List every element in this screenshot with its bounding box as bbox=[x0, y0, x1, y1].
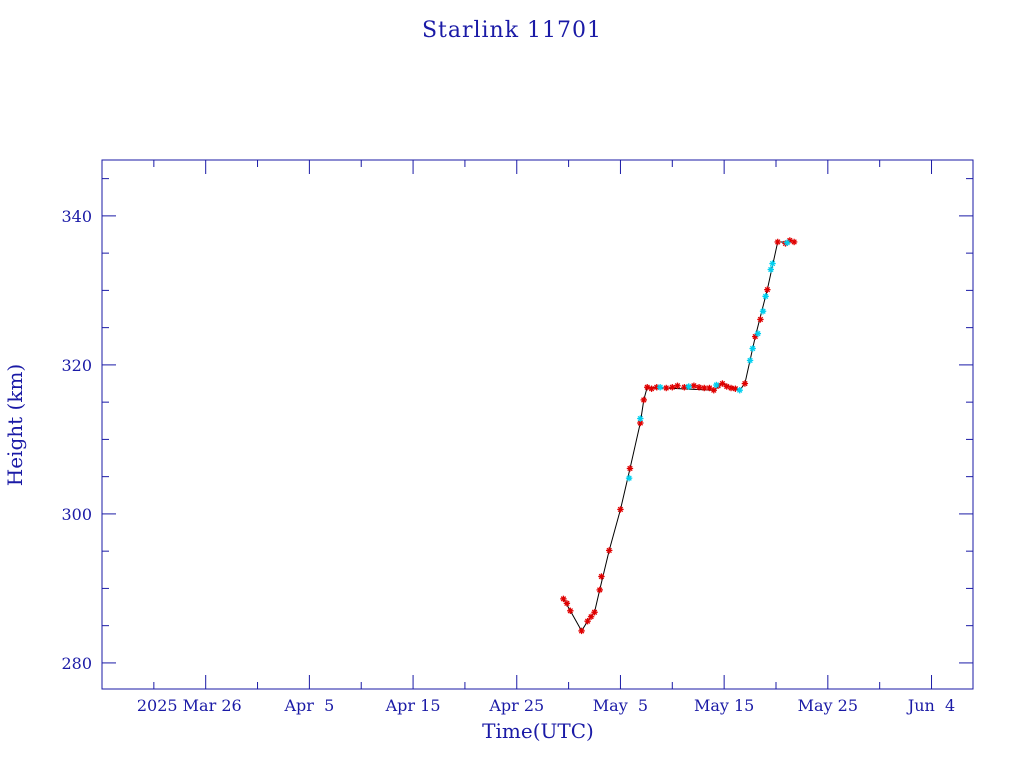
cyan-data-point bbox=[769, 260, 776, 267]
chart-title: Starlink 11701 bbox=[422, 18, 602, 43]
red-data-point bbox=[674, 382, 681, 389]
red-data-point bbox=[626, 465, 634, 472]
red-data-point bbox=[790, 238, 798, 246]
red-data-point bbox=[584, 617, 591, 625]
red-data-point bbox=[690, 382, 698, 389]
y-tick-label: 300 bbox=[61, 505, 92, 524]
red-data-point bbox=[774, 238, 781, 246]
red-data-point bbox=[764, 286, 771, 293]
cyan-data-point bbox=[713, 381, 720, 389]
plot-area bbox=[560, 237, 798, 635]
cyan-data-point bbox=[657, 384, 664, 391]
x-tick-label: Apr 15 bbox=[385, 696, 441, 715]
y-tick-label: 280 bbox=[61, 654, 92, 673]
x-axis-label: Time(UTC) bbox=[482, 719, 594, 743]
red-data-point bbox=[606, 547, 613, 554]
red-data-point bbox=[695, 384, 703, 391]
x-tick-label: May 25 bbox=[798, 696, 858, 715]
red-data-point bbox=[617, 506, 624, 513]
cyan-data-point bbox=[749, 345, 756, 352]
red-data-point bbox=[591, 609, 598, 616]
plot-frame bbox=[101, 159, 974, 690]
cyan-data-point bbox=[625, 474, 633, 482]
red-data-point bbox=[669, 384, 676, 391]
height-trace-line bbox=[562, 241, 795, 632]
cyan-data-point bbox=[637, 415, 644, 422]
cyan-data-point bbox=[762, 293, 769, 300]
y-axis-label: Height (km) bbox=[3, 364, 27, 486]
cyan-data-point bbox=[685, 383, 692, 390]
red-data-point bbox=[563, 600, 571, 607]
axis-ticks: 280 300 320 340 2025 Mar 26 Apr 5 Apr 15 Apr 25… bbox=[61, 160, 973, 715]
cyan-data-point bbox=[784, 239, 791, 246]
red-data-point bbox=[757, 316, 764, 323]
y-tick-label: 340 bbox=[61, 207, 92, 226]
x-tick-label: May 15 bbox=[694, 696, 754, 715]
red-data-point bbox=[567, 607, 574, 614]
red-data-point bbox=[587, 613, 595, 620]
red-data-point bbox=[596, 586, 603, 594]
red-data-point bbox=[663, 384, 670, 392]
red-data-point bbox=[560, 595, 567, 603]
y-tick-label: 320 bbox=[61, 356, 92, 375]
red-data-point bbox=[681, 384, 688, 391]
x-tick-label: Jun 4 bbox=[906, 696, 955, 715]
red-data-point bbox=[741, 380, 749, 387]
x-tick-label: 2025 Mar 26 bbox=[137, 696, 242, 715]
red-data-point bbox=[710, 387, 717, 394]
x-tick-label: May 5 bbox=[593, 696, 648, 715]
red-data-point bbox=[648, 385, 655, 392]
x-tick-label: Apr 5 bbox=[283, 696, 334, 715]
red-data-point bbox=[719, 380, 726, 387]
cyan-data-point bbox=[746, 357, 754, 364]
cyan-data-point bbox=[754, 330, 762, 337]
cyan-data-point bbox=[736, 387, 743, 394]
red-data-point bbox=[727, 384, 735, 392]
red-data-point bbox=[598, 573, 605, 580]
red-data-point bbox=[640, 396, 647, 404]
red-data-point bbox=[578, 627, 585, 635]
x-tick-label: Apr 25 bbox=[488, 696, 544, 715]
cyan-data-point bbox=[759, 308, 767, 315]
cyan-data-point bbox=[767, 266, 775, 273]
